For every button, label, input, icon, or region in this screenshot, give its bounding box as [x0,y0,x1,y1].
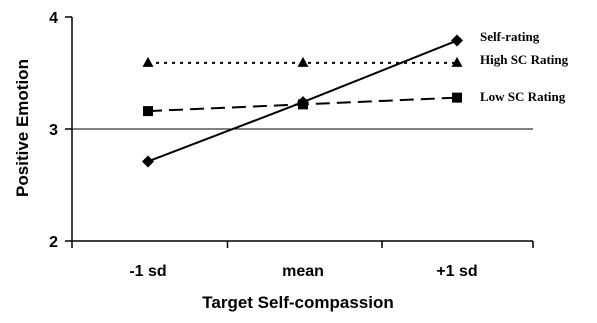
data-point-square [452,92,462,103]
y-axis-title: Positive Emotion [13,59,32,197]
chart-axes [71,17,533,242]
x-tick-label: +1 sd [436,263,477,280]
chart-legend: Self-rating High SC Rating Low SC Rating [480,29,569,104]
data-point-triangle [451,56,463,67]
legend-label: Low SC Rating [480,89,566,104]
chart-series [142,34,463,168]
data-point-square [143,106,153,117]
x-tick-label: mean [282,263,324,280]
chart-ticks: 2 3 4 -1 sd mean +1 sd [49,10,534,280]
y-tick-label: 3 [49,122,58,139]
data-point-triangle [142,56,154,67]
x-axis-title: Target Self-compassion [202,293,393,312]
data-point-square [298,99,308,110]
x-tick-label: -1 sd [129,263,166,280]
y-tick-label: 4 [49,10,58,27]
data-point-diamond [142,155,154,168]
legend-label: High SC Rating [480,52,569,67]
legend-label: Self-rating [480,29,540,44]
y-tick-label: 2 [49,234,58,251]
data-point-diamond [451,34,463,47]
data-point-triangle [297,56,309,67]
